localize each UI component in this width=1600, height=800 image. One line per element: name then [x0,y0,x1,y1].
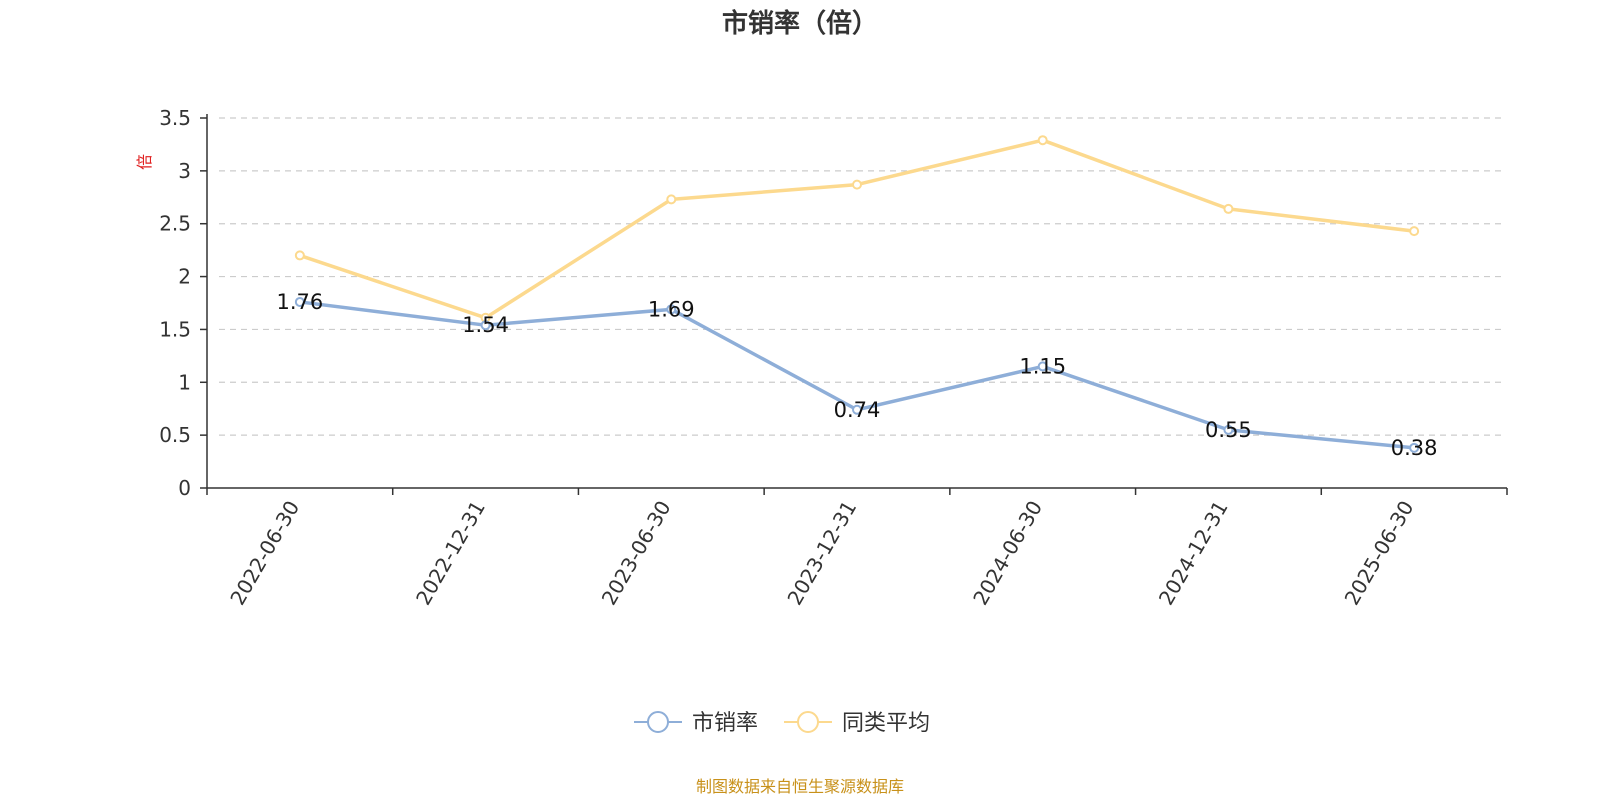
series-point-1 [1037,135,1048,146]
data-label: 1.15 [1019,354,1066,378]
data-label: 0.38 [1391,436,1438,460]
series-line-1 [299,138,1415,320]
x-tick-label: 2024-12-31 [1154,497,1233,610]
x-tick-label: 2023-12-31 [782,497,861,610]
y-tick-label: 3 [178,159,191,183]
series-point-0 [294,296,305,307]
data-labels: 1.76 1.54 1.69 0.74 1.15 0.55 0.38 [276,290,1437,460]
legend-label: 市销率 [692,711,758,736]
y-tick-label: 1.5 [159,317,191,341]
x-tick-label: 2023-06-30 [597,497,676,610]
x-tick-label: 2022-06-30 [225,497,304,610]
x-tick-label: 2025-06-30 [1340,497,1419,610]
legend-marker-icon [647,711,669,733]
legend-marker-icon [797,711,819,733]
axes [206,114,1507,489]
y-tick-label: 2 [178,265,191,289]
legend-item-0[interactable]: 市销率 [634,711,758,736]
data-label: 1.54 [462,313,509,337]
series-point-0 [1223,424,1234,435]
x-tick-label: 2022-12-31 [411,496,490,609]
y-axis-unit: 倍 [135,154,154,170]
series-point-1 [1223,203,1234,214]
data-source-note: 制图数据来自恒生聚源数据库 [696,777,904,796]
y-tick-label: 1 [178,370,191,394]
series-point-0 [666,304,677,315]
data-label: 1.76 [276,290,323,314]
data-label: 1.69 [648,297,695,321]
series-point-0 [1037,361,1048,372]
legend[interactable]: 市销率 同类平均 [634,711,930,736]
series-point-0 [480,320,491,331]
series-point-1 [852,179,862,190]
legend-item-1[interactable]: 同类平均 [784,711,930,736]
series-point-0 [852,404,862,415]
y-tick-label: 0 [178,476,191,500]
y-tick-label: 3.5 [159,106,191,130]
x-tick-label: 2024-06-30 [968,497,1047,610]
y-tick-label: 0.5 [159,423,191,447]
series-point-1 [666,194,677,205]
y-axis-ticks: 0 0.5 1 1.5 2 2.5 3 3.5 [159,106,207,500]
y-tick-label: 2.5 [159,212,191,236]
grid-lines [219,117,1501,436]
chart-title: 市销率（倍） [722,8,878,39]
data-label: 0.74 [834,398,881,422]
data-label: 0.55 [1205,418,1252,442]
legend-label: 同类平均 [842,711,930,736]
series-point-1 [294,250,305,261]
x-axis-ticks: 2022-06-30 2022-12-31 2023-06-30 2023-12-31… [206,488,1508,610]
series-point-0 [1409,442,1420,453]
series-lines [294,135,1420,453]
series-point-1 [1409,226,1420,237]
